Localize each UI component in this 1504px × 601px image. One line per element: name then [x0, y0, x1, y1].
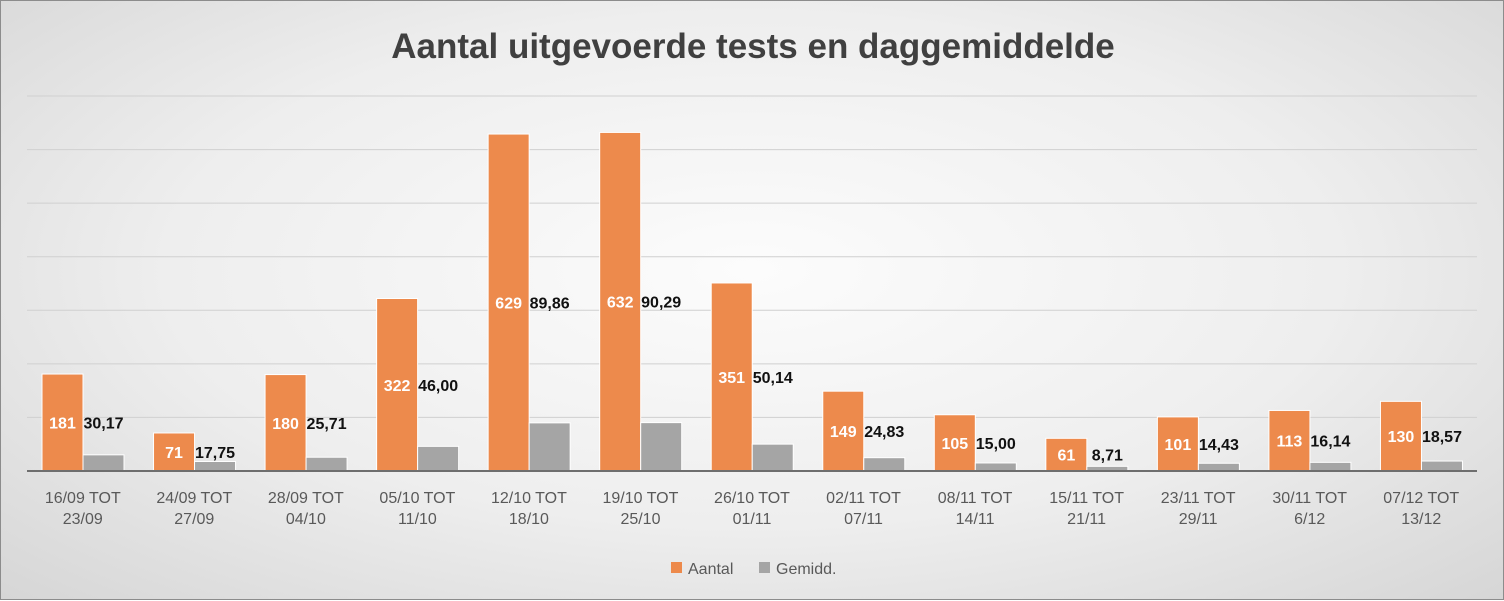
bar-aantal	[599, 131, 642, 472]
data-label-gemidd: 17,75	[195, 445, 235, 462]
bar-gemidd	[1309, 461, 1352, 472]
bar-aantal	[264, 374, 307, 472]
data-label-gemidd: 30,17	[83, 416, 123, 433]
data-label-gemidd: 25,71	[307, 416, 347, 433]
data-label-aantal: 180	[272, 416, 299, 433]
x-tick-label: 19/10 TOT	[603, 490, 679, 507]
x-tick-label: 23/11 TOT	[1161, 490, 1236, 507]
bar-aantal	[153, 432, 196, 472]
data-label-gemidd: 18,57	[1422, 429, 1462, 446]
x-tick-label: 07/12 TOT	[1383, 490, 1459, 507]
data-label-gemidd: 15,00	[976, 436, 1016, 453]
x-tick-label: 01/11	[733, 511, 772, 528]
x-tick-label: 12/10 TOT	[491, 490, 567, 507]
bar-gemidd	[974, 462, 1017, 472]
x-tick-label: 04/10	[286, 511, 326, 528]
bar-aantal	[1045, 437, 1088, 472]
data-label-aantal: 130	[1388, 429, 1415, 446]
x-tick-label: 30/11 TOT	[1272, 490, 1347, 507]
bar-gemidd	[1420, 460, 1463, 472]
chart-title: Aantal uitgevoerde tests en daggemiddeld…	[391, 27, 1115, 66]
data-label-aantal: 322	[384, 378, 411, 395]
data-label-aantal: 71	[165, 445, 183, 462]
data-label-aantal: 113	[1277, 434, 1303, 451]
x-tick-label: 05/10 TOT	[379, 490, 455, 507]
data-label-gemidd: 16,14	[1310, 434, 1350, 451]
x-tick-label: 11/10	[398, 511, 437, 528]
bar-aantal	[822, 390, 865, 472]
x-tick-label: 07/11	[844, 511, 883, 528]
bar-aantal	[376, 298, 419, 472]
data-label-gemidd: 90,29	[641, 295, 681, 312]
x-tick-label: 14/11	[956, 511, 995, 528]
x-tick-label: 21/11	[1067, 511, 1106, 528]
bar-aantal	[710, 282, 753, 472]
x-tick-label: 15/11 TOT	[1049, 490, 1124, 507]
bar-gemidd	[417, 445, 460, 472]
x-tick-label: 13/12	[1401, 511, 1441, 528]
data-label-gemidd: 14,43	[1199, 437, 1239, 454]
bar-gemidd	[863, 457, 906, 472]
data-label-aantal: 61	[1057, 448, 1075, 465]
legend: Aantal Gemidd.	[671, 561, 836, 578]
bar-aantal	[487, 133, 530, 472]
bar-gemidd	[1197, 462, 1240, 472]
x-tick-label: 25/10	[620, 511, 660, 528]
bar-gemidd	[528, 422, 571, 472]
x-tick-label: 08/11 TOT	[938, 490, 1013, 507]
data-label-aantal: 629	[495, 296, 522, 313]
x-tick-label: 24/09 TOT	[156, 490, 232, 507]
data-label-gemidd: 89,86	[530, 296, 570, 313]
data-label-gemidd: 46,00	[418, 378, 458, 395]
bar-gemidd	[194, 460, 237, 472]
legend-label-gemidd: Gemidd.	[776, 561, 836, 578]
x-tick-label: 29/11	[1179, 511, 1218, 528]
bar-aantal	[1268, 409, 1311, 472]
legend-label-aantal: Aantal	[688, 561, 733, 578]
bar-gemidd	[82, 454, 125, 472]
data-label-aantal: 351	[718, 370, 745, 387]
x-tick-label: 26/10 TOT	[714, 490, 790, 507]
x-axis-labels: 16/09 TOT 23/09 24/09 TOT 27/09 28/09 TOT 04/…	[45, 490, 1460, 528]
x-tick-label: 23/09	[63, 511, 103, 528]
legend-swatch-aantal	[671, 562, 682, 573]
x-tick-label: 28/09 TOT	[268, 490, 344, 507]
x-tick-label: 02/11 TOT	[826, 490, 901, 507]
data-label-aantal: 105	[941, 436, 968, 453]
data-label-gemidd: 50,14	[753, 370, 793, 387]
x-tick-label: 6/12	[1294, 511, 1325, 528]
legend-swatch-gemidd	[759, 562, 770, 573]
data-label-gemidd: 24,83	[864, 424, 904, 441]
data-label-gemidd: 8,71	[1092, 448, 1123, 465]
x-tick-label: 16/09 TOT	[45, 490, 121, 507]
x-tick-label: 18/10	[509, 511, 549, 528]
data-label-aantal: 101	[1165, 437, 1192, 454]
data-label-aantal: 181	[49, 416, 76, 433]
bar-gemidd	[640, 422, 683, 472]
bars: 181 30,17 71 17,75 180 25,71 322 46,00 629 89,86 6…	[41, 131, 1463, 472]
bar-gemidd	[751, 443, 794, 472]
x-tick-label: 27/09	[174, 511, 214, 528]
bar-gemidd	[305, 456, 348, 472]
data-label-aantal: 149	[830, 424, 857, 441]
data-label-aantal: 632	[607, 295, 634, 312]
